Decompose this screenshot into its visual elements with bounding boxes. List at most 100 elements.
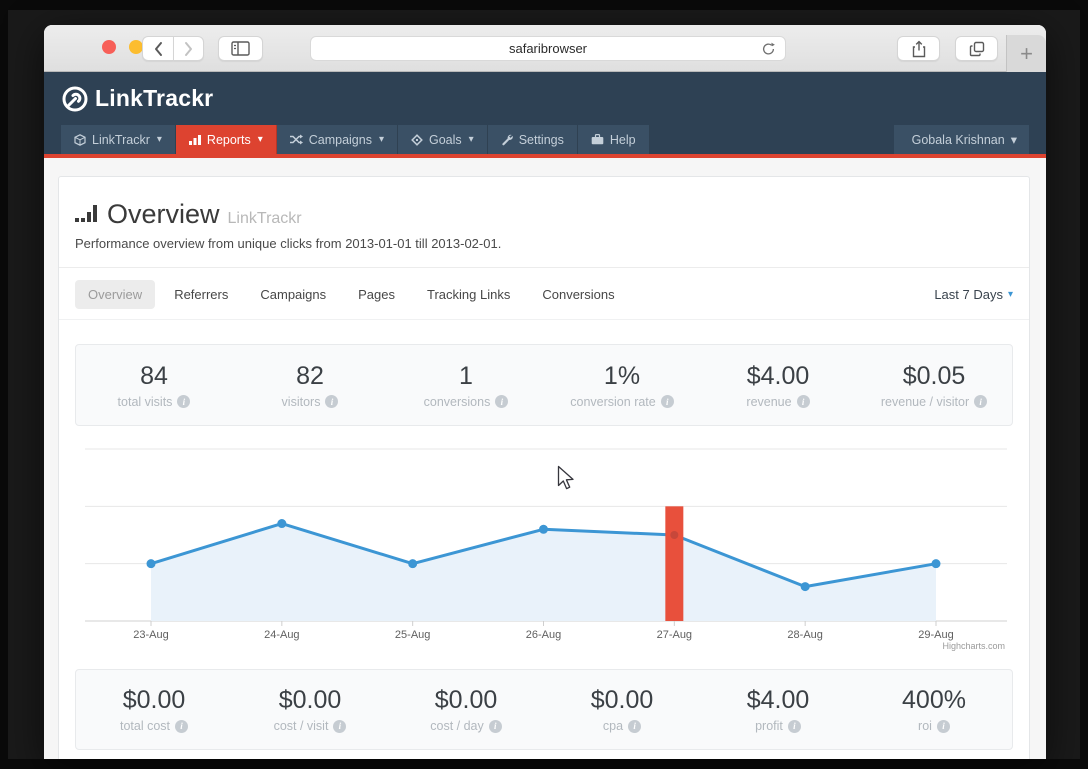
stats-panel-top: 84 total visits i 82 visitors i 1 conversions i 1… <box>75 344 1013 426</box>
stat-conversions: 1 conversions i <box>388 345 544 425</box>
stat-label: roi i <box>918 719 950 733</box>
report-tabs: Overview Referrers Campaigns Pages Tracking … <box>59 268 1029 320</box>
shuffle-icon <box>289 134 303 145</box>
close-window-button[interactable] <box>102 40 116 54</box>
share-button[interactable] <box>897 36 940 61</box>
page-subtitle: Performance overview from unique clicks … <box>75 236 502 251</box>
page-title: Overview LinkTrackr <box>75 199 1013 230</box>
svg-text:24-Aug: 24-Aug <box>264 629 299 641</box>
stat-label: profit i <box>755 719 801 733</box>
page-content: Overview LinkTrackr Performance overview… <box>44 158 1046 759</box>
svg-text:27-Aug: 27-Aug <box>657 629 692 641</box>
stat-cpa: $0.00 cpa i <box>544 670 700 749</box>
minimize-window-button[interactable] <box>129 40 143 54</box>
nav-item-campaigns[interactable]: Campaigns ▾ <box>276 125 398 154</box>
date-range-label: Last 7 Days <box>934 287 1003 302</box>
reload-button[interactable] <box>761 41 776 60</box>
stat-label: conversion rate i <box>570 395 674 409</box>
stat-value: $4.00 <box>746 361 810 390</box>
stat-visitors: 82 visitors i <box>232 345 388 425</box>
url-text: safaribrowser <box>508 41 588 56</box>
tab-overview[interactable]: Overview <box>75 280 156 309</box>
diamond-icon <box>411 133 423 146</box>
stat-value: $0.00 <box>434 686 498 714</box>
info-icon[interactable]: i <box>333 719 347 733</box>
page-title-suffix: LinkTrackr <box>227 210 302 227</box>
stat-cost-visit: $0.00 cost / visit i <box>232 670 388 749</box>
info-icon[interactable]: i <box>628 719 642 733</box>
overview-card: Overview LinkTrackr Performance overview… <box>58 176 1030 759</box>
browser-toolbar: safaribrowser + <box>44 25 1046 72</box>
info-icon[interactable]: i <box>175 719 189 733</box>
svg-text:28-Aug: 28-Aug <box>787 629 822 641</box>
reload-icon <box>763 42 775 55</box>
stat-value: $0.00 <box>590 686 654 714</box>
forward-button[interactable] <box>173 36 204 61</box>
info-icon[interactable]: i <box>495 395 509 408</box>
box-icon <box>74 133 86 146</box>
nav-item-settings[interactable]: Settings <box>487 125 578 154</box>
caret-down-icon: ▾ <box>1007 289 1013 300</box>
tab-pages[interactable]: Pages <box>358 287 396 302</box>
tabs-icon <box>969 41 984 56</box>
user-name: Gobala Krishnan <box>911 132 1005 147</box>
stat-value: 400% <box>902 686 966 714</box>
stat-cost-day: $0.00 cost / day i <box>388 670 544 749</box>
stat-value: 84 <box>140 361 168 390</box>
info-icon[interactable]: i <box>325 395 339 408</box>
caret-down-icon: ▾ <box>468 134 474 145</box>
tab-conversions[interactable]: Conversions <box>542 287 615 302</box>
caret-down-icon: ▾ <box>378 134 384 145</box>
info-icon[interactable]: i <box>660 395 674 408</box>
nav-item-goals[interactable]: Goals ▾ <box>398 125 488 154</box>
visits-chart[interactable]: 23-Aug 24-Aug 25-Aug 26-Aug 27-Aug 28-Aug 29-A… <box>85 439 1007 651</box>
stat-value: $4.00 <box>746 686 810 714</box>
stat-revenue: $4.00 revenue i <box>700 345 856 425</box>
tab-overview-button[interactable] <box>955 36 998 61</box>
new-tab-button[interactable]: + <box>1006 35 1046 72</box>
stat-conversion-rate: 1% conversion rate i <box>544 345 700 425</box>
sidebar-toggle-button[interactable] <box>218 36 263 61</box>
info-icon[interactable]: i <box>796 395 810 408</box>
sidebar-icon <box>231 41 250 56</box>
user-menu[interactable]: Gobala Krishnan ▾ <box>893 125 1029 154</box>
tab-referrers[interactable]: Referrers <box>174 287 229 302</box>
stat-label: total cost i <box>120 719 189 733</box>
tab-campaigns[interactable]: Campaigns <box>260 287 327 302</box>
nav-item-help[interactable]: Help <box>577 125 650 154</box>
caret-down-icon: ▾ <box>156 134 162 145</box>
info-icon[interactable]: i <box>974 395 988 408</box>
app-logo[interactable]: LinkTrackr <box>61 85 213 113</box>
brand-name: LinkTrackr <box>95 85 214 111</box>
svg-text:25-Aug: 25-Aug <box>395 629 430 641</box>
nav-item-linktrackr[interactable]: LinkTrackr ▾ <box>61 125 176 154</box>
info-icon[interactable]: i <box>787 719 801 733</box>
stat-value: 1% <box>603 361 641 390</box>
stat-label: revenue i <box>746 395 810 409</box>
page-title-text: Overview <box>107 199 220 229</box>
back-button[interactable] <box>142 36 173 61</box>
info-icon[interactable]: i <box>936 719 950 733</box>
chevron-left-icon <box>154 41 162 56</box>
stat-value: $0.05 <box>902 361 966 390</box>
address-bar[interactable]: safaribrowser <box>310 36 786 61</box>
caret-down-icon: ▾ <box>1010 133 1017 147</box>
svg-text:Highcharts.com: Highcharts.com <box>942 641 1005 651</box>
share-icon <box>912 40 925 57</box>
nav-item-reports[interactable]: Reports ▾ <box>175 125 277 154</box>
stat-total-visits: 84 total visits i <box>76 345 232 425</box>
svg-text:23-Aug: 23-Aug <box>133 629 168 641</box>
svg-text:26-Aug: 26-Aug <box>526 629 561 641</box>
tab-tracking-links[interactable]: Tracking Links <box>427 287 511 302</box>
caret-down-icon: ▾ <box>257 134 263 145</box>
stat-value: $0.00 <box>122 686 186 714</box>
bar-chart-icon <box>188 134 201 145</box>
info-icon[interactable]: i <box>177 395 191 408</box>
stat-roi: 400% roi i <box>856 670 1012 749</box>
app-navigation: LinkTrackr ▾ Reports ▾ Campaigns ▾ Goals ▾ Setti… <box>44 125 1046 158</box>
date-range-select[interactable]: Last 7 Days ▾ <box>934 287 1013 302</box>
bar-chart-title-icon <box>75 205 97 222</box>
wrench-icon <box>501 134 513 146</box>
info-icon[interactable]: i <box>488 719 502 733</box>
